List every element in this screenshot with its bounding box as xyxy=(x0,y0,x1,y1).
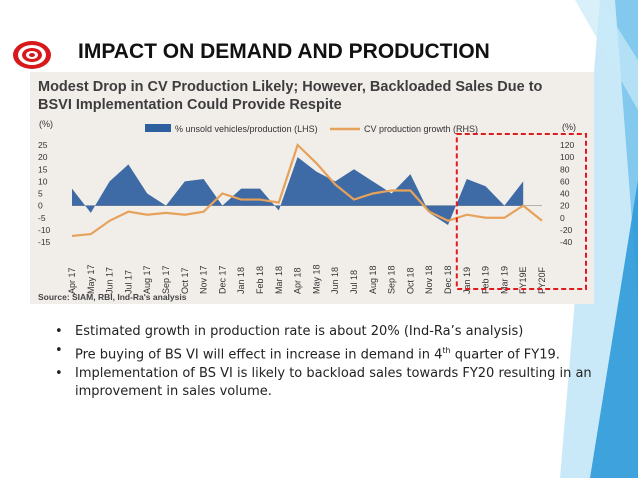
x-tick-label: Oct 18 xyxy=(405,267,415,294)
left-axis-unit: (%) xyxy=(39,119,53,129)
left-tick-label: 25 xyxy=(38,140,48,150)
x-tick-label: FY20F xyxy=(537,266,547,294)
left-tick-label: 5 xyxy=(38,189,43,199)
x-tick-label: Mar 19 xyxy=(499,266,509,294)
legend-label-area: % unsold vehicles/production (LHS) xyxy=(175,124,318,134)
x-tick-label: FY19E xyxy=(518,266,528,294)
x-tick-label: Dec 17 xyxy=(217,265,227,294)
target-icon xyxy=(13,41,51,69)
x-tick-label: May 18 xyxy=(311,264,321,294)
right-tick-label: -40 xyxy=(560,237,573,247)
series-line-cv-production xyxy=(71,142,543,238)
bullet-item: • Pre buying of BS VI will effect in inc… xyxy=(55,342,600,364)
x-tick-label: Jun 17 xyxy=(105,267,115,294)
deco-shape-accent xyxy=(575,0,638,110)
x-tick-label: Nov 17 xyxy=(199,265,209,294)
x-tick-label: Jul 18 xyxy=(349,270,359,294)
right-tick-label: 60 xyxy=(560,176,570,186)
left-tick-label: 0 xyxy=(38,201,43,211)
left-tick-label: -10 xyxy=(38,225,51,235)
bullet-text-before: Pre buying of BS VI will effect in incre… xyxy=(75,347,443,363)
right-tick-label: 0 xyxy=(560,213,565,223)
legend-label-line: CV production growth (RHS) xyxy=(364,124,478,134)
bullet-dot: • xyxy=(55,324,63,339)
chart: Modest Drop in CV Production Likely; How… xyxy=(38,79,587,302)
chart-source: Source: SIAM, RBI, Ind-Ra's analysis xyxy=(38,292,187,302)
legend-swatch-area xyxy=(145,124,171,132)
chart-title-line2: BSVI Implementation Could Provide Respit… xyxy=(38,97,342,113)
bullet-dot: • xyxy=(55,343,63,358)
x-tick-label: Oct 17 xyxy=(180,267,190,294)
bullet-text: Estimated growth in production rate is a… xyxy=(75,324,524,339)
deco-shape-dark xyxy=(590,180,638,478)
chart-panel: Modest Drop in CV Production Likely; How… xyxy=(30,72,594,304)
bullet-item: • Implementation of BS VI is likely to b… xyxy=(55,365,600,401)
x-tick-label: Jun 18 xyxy=(330,267,340,294)
right-tick-label: 80 xyxy=(560,164,570,174)
x-tick-label: Sep 18 xyxy=(387,265,397,294)
x-tick-label: Feb 19 xyxy=(481,266,491,294)
left-tick-label: -15 xyxy=(38,237,51,247)
right-tick-label: 100 xyxy=(560,152,574,162)
bullet-item: • Estimated growth in production rate is… xyxy=(55,323,600,341)
right-tick-label: 120 xyxy=(560,140,574,150)
x-tick-label: Sep 17 xyxy=(161,265,171,294)
bullet-dot: • xyxy=(55,366,63,382)
x-tick-label: Apr 18 xyxy=(293,267,303,294)
left-tick-label: 10 xyxy=(38,176,48,186)
x-tick-label: Dec 18 xyxy=(443,265,453,294)
chart-title-line1: Modest Drop in CV Production Likely; How… xyxy=(38,79,543,95)
x-tick-label: Nov 18 xyxy=(424,265,434,294)
highlight-box xyxy=(455,133,587,290)
bullet-text-after: quarter of FY19. xyxy=(450,347,560,363)
left-tick-label: 15 xyxy=(38,164,48,174)
x-tick-label: Feb 18 xyxy=(255,266,265,294)
x-tick-label: Apr 17 xyxy=(67,267,77,294)
right-axis-unit: (%) xyxy=(562,122,576,132)
left-tick-label: 20 xyxy=(38,152,48,162)
right-tick-label: 20 xyxy=(560,201,570,211)
bullet-text: Implementation of BS VI is likely to bac… xyxy=(75,366,592,400)
x-tick-label: Jan 19 xyxy=(462,267,472,294)
bullet-list: • Estimated growth in production rate is… xyxy=(55,323,600,402)
series-area-unsold-vehicles xyxy=(72,157,524,226)
x-tick-label: Aug 17 xyxy=(142,265,152,294)
slide-title: IMPACT ON DEMAND AND PRODUCTION xyxy=(78,40,490,63)
x-tick-label: May 17 xyxy=(86,264,96,294)
right-tick-label: -20 xyxy=(560,225,573,235)
x-tick-label: Jul 17 xyxy=(123,270,133,294)
x-tick-label: Mar 18 xyxy=(274,266,284,294)
left-tick-label: -5 xyxy=(38,213,46,223)
x-tick-label: Aug 18 xyxy=(368,265,378,294)
right-tick-label: 40 xyxy=(560,189,570,199)
bullet-superscript: th xyxy=(442,346,451,355)
x-tick-label: Jan 18 xyxy=(236,267,246,294)
